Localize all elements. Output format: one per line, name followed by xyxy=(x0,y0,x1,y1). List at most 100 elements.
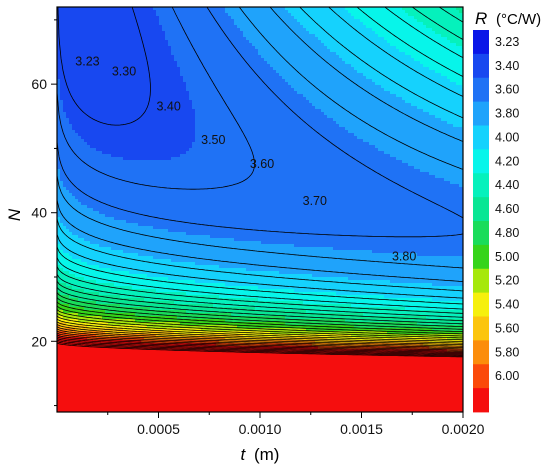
contour-cell xyxy=(414,25,418,29)
contour-cell xyxy=(183,28,187,32)
contour-cell xyxy=(207,25,211,29)
contour-cell xyxy=(375,19,379,23)
contour-cell xyxy=(237,7,241,11)
contour-cell xyxy=(339,25,343,29)
contour-cell xyxy=(279,25,283,29)
contour-cell xyxy=(63,28,67,32)
contour-cell xyxy=(447,10,451,14)
contour-cell xyxy=(282,25,286,29)
contour-cell xyxy=(249,16,253,20)
contour-cell xyxy=(333,25,337,29)
contour-cell xyxy=(60,28,64,32)
contour-cell xyxy=(69,13,73,17)
contour-cell xyxy=(345,19,349,23)
contour-cell xyxy=(336,7,340,11)
contour-cell xyxy=(261,25,265,29)
contour-cell xyxy=(306,10,310,14)
contour-cell xyxy=(156,25,160,29)
contour-cell xyxy=(225,28,229,32)
contour-cell xyxy=(282,22,286,26)
contour-cell xyxy=(165,10,169,14)
contour-cell xyxy=(210,10,214,14)
contour-cell xyxy=(432,22,436,26)
contour-cell xyxy=(117,19,121,23)
contour-cell xyxy=(159,7,163,11)
contour-cell xyxy=(69,22,73,26)
contour-cell xyxy=(63,7,67,11)
contour-cell xyxy=(423,13,427,17)
contour-cell xyxy=(219,25,223,29)
contour-cell xyxy=(66,10,70,14)
contour-cell xyxy=(129,22,133,26)
contour-cell xyxy=(438,10,442,14)
contour-cell xyxy=(435,25,439,29)
contour-cell xyxy=(153,28,157,32)
contour-cell xyxy=(108,22,112,26)
contour-cell xyxy=(90,16,94,20)
contour-cell xyxy=(243,10,247,14)
contour-cell xyxy=(309,19,313,23)
contour-cell xyxy=(429,19,433,23)
contour-cell xyxy=(105,10,109,14)
contour-cell xyxy=(441,19,445,23)
contour-cell xyxy=(156,7,160,11)
contour-cell xyxy=(81,16,85,20)
contour-cell xyxy=(264,16,268,20)
contour-cell xyxy=(438,25,442,29)
contour-cell xyxy=(66,7,70,11)
contour-cell xyxy=(213,10,217,14)
contour-cell xyxy=(102,13,106,17)
contour-cell xyxy=(405,10,409,14)
contour-cell xyxy=(450,22,454,26)
contour-cell xyxy=(156,16,160,20)
contour-cell xyxy=(126,7,130,11)
contour-cell xyxy=(276,13,280,17)
contour-cell xyxy=(312,7,316,11)
contour-cell xyxy=(285,28,289,32)
contour-cell xyxy=(390,16,394,20)
contour-cell xyxy=(132,19,136,23)
contour-cell xyxy=(381,19,385,23)
contour-cell xyxy=(441,16,445,20)
contour-cell xyxy=(426,22,430,26)
contour-cell xyxy=(231,13,235,17)
contour-cell xyxy=(405,7,409,11)
contour-cell xyxy=(309,22,313,26)
contour-cell xyxy=(414,19,418,23)
contour-cell xyxy=(120,13,124,17)
contour-cell xyxy=(411,13,415,17)
contour-cell xyxy=(90,19,94,23)
contour-cell xyxy=(219,19,223,23)
contour-cell xyxy=(237,19,241,23)
contour-cell xyxy=(204,19,208,23)
contour-cell xyxy=(90,13,94,17)
contour-cell xyxy=(87,16,91,20)
contour-cell xyxy=(198,7,202,11)
contour-cell xyxy=(216,28,220,32)
contour-cell xyxy=(168,19,172,23)
contour-cell xyxy=(276,7,280,11)
contour-cell xyxy=(72,22,76,26)
contour-cell xyxy=(330,25,334,29)
contour-cell xyxy=(366,13,370,17)
contour-cell xyxy=(198,25,202,29)
contour-cell xyxy=(312,13,316,17)
contour-cell xyxy=(375,7,379,11)
contour-fill xyxy=(57,7,463,412)
contour-cell xyxy=(240,22,244,26)
contour-cell xyxy=(273,10,277,14)
contour-cell xyxy=(453,16,457,20)
contour-cell xyxy=(147,13,151,17)
contour-cell xyxy=(192,22,196,26)
contour-cell xyxy=(420,7,424,11)
contour-cell xyxy=(57,7,61,11)
contour-cell xyxy=(90,28,94,32)
contour-cell xyxy=(387,13,391,17)
contour-cell xyxy=(417,16,421,20)
contour-cell xyxy=(447,25,451,29)
contour-cell xyxy=(216,25,220,29)
contour-cell xyxy=(399,22,403,26)
contour-cell xyxy=(399,10,403,14)
contour-cell xyxy=(372,10,376,14)
contour-cell xyxy=(261,7,265,11)
